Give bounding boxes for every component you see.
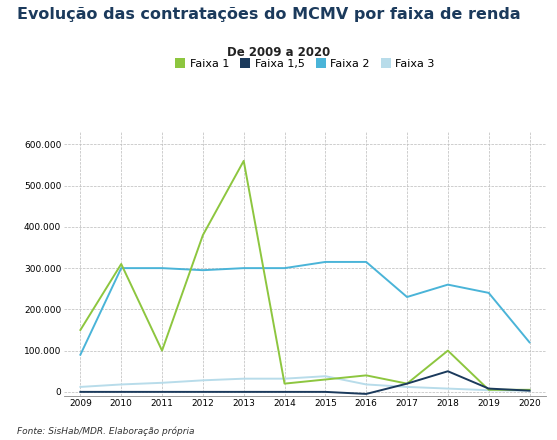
Text: Evolução das contratações do MCMV por faixa de renda: Evolução das contratações do MCMV por fa… xyxy=(17,7,520,22)
Legend: Faixa 1, Faixa 1,5, Faixa 2, Faixa 3: Faixa 1, Faixa 1,5, Faixa 2, Faixa 3 xyxy=(175,59,434,69)
Text: Fonte: SisHab/MDR. Elaboração própria: Fonte: SisHab/MDR. Elaboração própria xyxy=(17,427,194,436)
Text: De 2009 a 2020: De 2009 a 2020 xyxy=(227,46,330,59)
